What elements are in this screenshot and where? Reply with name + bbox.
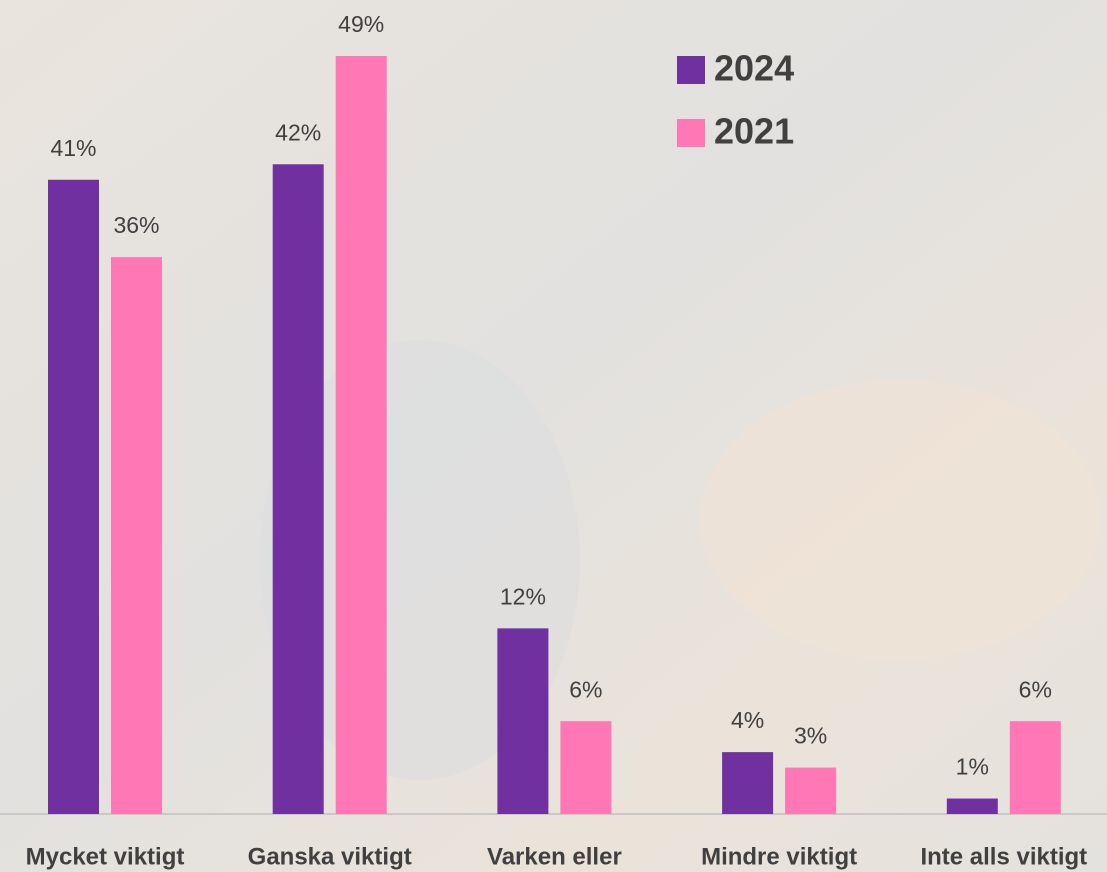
bar	[497, 628, 549, 814]
value-label: 1%	[956, 754, 989, 780]
value-label: 3%	[794, 723, 827, 749]
legend-label: 2021	[714, 111, 794, 152]
x-tick-label: Varken eller	[487, 843, 622, 870]
value-label: 41%	[50, 135, 96, 161]
x-tick-label: Ganska viktigt	[248, 843, 412, 870]
value-label: 6%	[1019, 676, 1052, 702]
bar	[785, 767, 837, 814]
value-label: 36%	[113, 212, 159, 238]
x-tick-label: Mindre viktigt	[701, 843, 857, 870]
bar	[335, 56, 387, 814]
bar	[1009, 721, 1061, 814]
x-tick-label: Mycket viktigt	[26, 843, 185, 870]
value-label: 49%	[338, 11, 384, 37]
legend-swatch	[677, 56, 705, 84]
bar	[111, 257, 162, 814]
bar	[946, 798, 998, 814]
value-label: 6%	[569, 676, 602, 702]
legend-label: 2024	[714, 48, 794, 89]
x-tick-label: Inte alls viktigt	[920, 843, 1087, 870]
value-label: 42%	[275, 119, 321, 145]
bar	[48, 179, 99, 814]
bar	[722, 752, 774, 814]
bar	[272, 164, 324, 815]
legend-swatch	[677, 119, 705, 147]
value-label: 4%	[731, 707, 764, 733]
value-label: 12%	[500, 583, 546, 609]
bar	[560, 721, 612, 814]
background-shape	[700, 380, 1100, 660]
